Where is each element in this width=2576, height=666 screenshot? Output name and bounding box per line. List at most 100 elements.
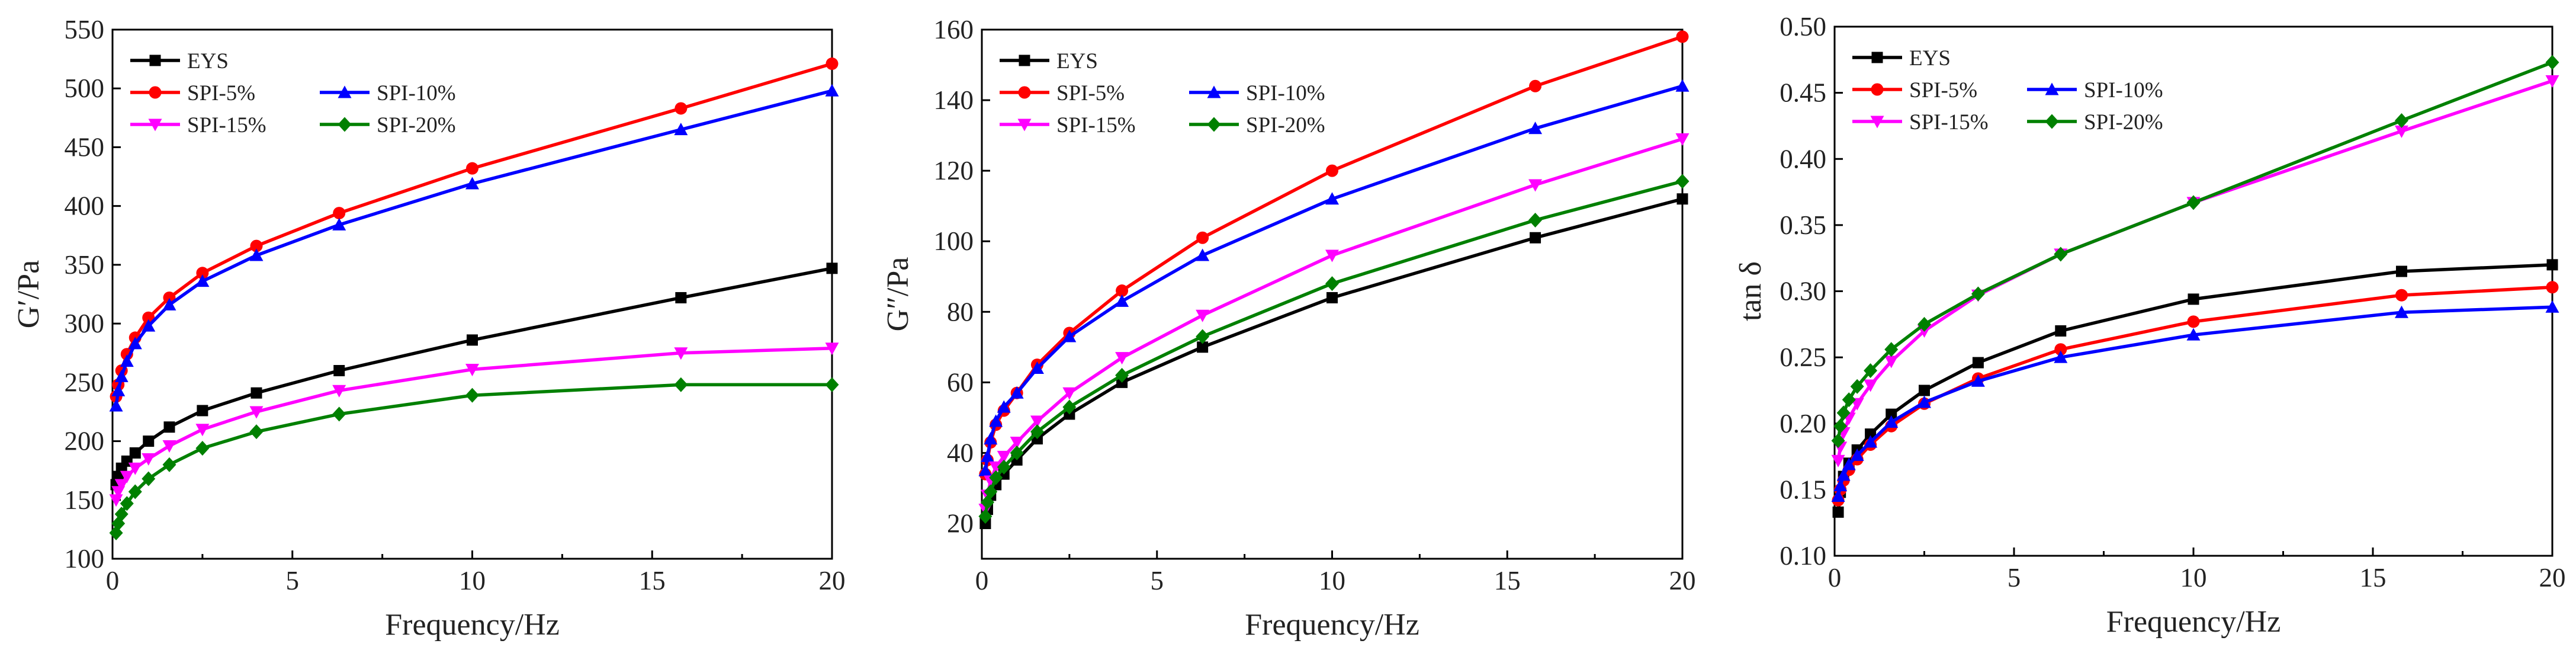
data-point-spi-20- [1836, 405, 1851, 421]
data-point-spi-15- [2394, 125, 2408, 138]
y-tick-label: 0.30 [1780, 277, 1826, 306]
panel-tan-delta: 0 5 10 15 20 0.10 0.15 0.20 0.25 0.30 0.35 0.40 0.45… [1734, 12, 2566, 639]
data-point-spi-20- [1842, 392, 1856, 408]
legend-marker-eys [1871, 52, 1883, 63]
data-point-spi-20- [249, 424, 264, 440]
series-line-spi-20- [984, 180, 1684, 518]
legend-label-eys: EYS [1056, 49, 1098, 73]
data-point-spi-15- [1062, 387, 1077, 400]
series-line-spi-10- [114, 89, 834, 408]
data-point-spi-20- [1196, 329, 1210, 344]
x-tick-label: 15 [639, 566, 666, 595]
data-point-spi-20- [2545, 55, 2559, 70]
data-point-spi-10- [2394, 305, 2408, 318]
data-point-eys [2188, 293, 2199, 305]
data-point-spi-20- [984, 484, 998, 500]
data-point-spi-10- [332, 217, 346, 230]
data-point-spi-15- [1864, 379, 1878, 392]
data-point-eys [2395, 265, 2407, 277]
data-point-spi-10- [162, 297, 176, 310]
legend-label-eys: EYS [187, 49, 229, 73]
legend-label-spi-10-: SPI-10% [2084, 78, 2163, 103]
x-tick-label: 20 [2539, 563, 2566, 593]
data-point-spi-20- [1325, 276, 1339, 292]
data-point-spi-15- [997, 450, 1011, 463]
x-tick-label: 5 [1151, 566, 1164, 595]
legend-label-spi-15-: SPI-15% [187, 113, 266, 137]
data-point-spi-15- [162, 440, 176, 453]
data-point-eys [1832, 506, 1844, 518]
data-point-spi-20- [1971, 286, 1985, 302]
x-tick-label: 0 [975, 566, 989, 595]
y-axis-title: G″/Pa [881, 257, 915, 332]
data-point-spi-20- [1831, 433, 1845, 449]
data-point-eys [826, 262, 838, 274]
data-point-spi-20- [162, 457, 176, 472]
data-point-spi-15- [2545, 75, 2559, 88]
data-point-spi-20- [1917, 316, 1931, 332]
legend-label-spi-10-: SPI-10% [377, 81, 456, 105]
data-point-spi-10- [1115, 294, 1129, 307]
data-point-spi-10- [2054, 350, 2068, 363]
y-tick-label: 0.20 [1780, 409, 1826, 438]
data-point-spi-10- [1196, 248, 1210, 261]
y-tick-label: 550 [65, 15, 105, 44]
data-point-spi-5- [2395, 289, 2408, 302]
y-tick-label: 0.40 [1780, 144, 1826, 174]
legend-marker-spi-5- [1018, 86, 1031, 99]
y-tick-label: 400 [65, 191, 105, 221]
legend-label-spi-5-: SPI-5% [1056, 81, 1125, 105]
y-tick-label: 20 [947, 508, 974, 538]
data-point-spi-15- [195, 424, 210, 437]
data-point-spi-15- [674, 347, 688, 360]
data-point-spi-10- [978, 463, 993, 476]
data-point-spi-20- [195, 440, 210, 456]
data-point-spi-10- [1833, 479, 1848, 492]
data-point-spi-5- [196, 267, 209, 280]
data-point-spi-20- [978, 509, 993, 524]
data-point-spi-15- [825, 342, 839, 356]
data-point-eys [1886, 408, 1897, 420]
y-tick-label: 40 [947, 438, 974, 468]
data-point-spi-10- [1675, 79, 1690, 92]
data-point-spi-5- [1676, 30, 1689, 43]
x-axis-title: Frequency/Hz [2106, 605, 2281, 639]
data-point-spi-10- [111, 383, 126, 396]
data-point-spi-20- [120, 496, 134, 511]
x-tick-label: 10 [1319, 566, 1345, 595]
data-point-spi-5- [1529, 79, 1542, 92]
y-axis-title: tan δ [1734, 261, 1768, 321]
series-line-eys [114, 267, 834, 486]
data-point-spi-5- [2546, 281, 2559, 294]
y-tick-label: 80 [947, 297, 974, 326]
legend-label-spi-20-: SPI-20% [1246, 113, 1325, 137]
data-point-spi-20- [1884, 342, 1899, 357]
legend-marker-spi-20- [338, 117, 352, 132]
data-point-spi-20- [997, 459, 1011, 475]
data-point-spi-5- [333, 207, 346, 220]
x-tick-label: 10 [2180, 563, 2207, 593]
series-line-eys [984, 197, 1684, 526]
data-point-spi-15- [1010, 437, 1024, 450]
y-tick-label: 60 [947, 367, 974, 397]
x-tick-label: 20 [819, 566, 846, 595]
y-axis-title: G′/Pa [12, 260, 46, 328]
legend-marker-eys [1019, 55, 1030, 66]
y-tick-label: 0.50 [1780, 12, 1826, 41]
data-point-spi-10- [1836, 468, 1851, 481]
x-tick-label: 15 [2360, 563, 2387, 593]
data-point-spi-10- [109, 399, 123, 412]
legend-label-spi-5-: SPI-5% [187, 81, 255, 105]
x-tick-label: 15 [1494, 566, 1521, 595]
data-point-spi-15- [1030, 415, 1044, 428]
data-point-spi-15- [1196, 309, 1210, 322]
data-point-spi-10- [195, 274, 210, 287]
data-point-eys [467, 334, 478, 346]
data-point-spi-20- [2394, 113, 2408, 129]
data-point-spi-20- [1675, 174, 1690, 189]
legend-label-spi-15-: SPI-15% [1056, 113, 1136, 137]
data-point-eys [333, 364, 345, 376]
legend-label-spi-10-: SPI-10% [1246, 81, 1325, 105]
data-point-eys [129, 447, 141, 459]
